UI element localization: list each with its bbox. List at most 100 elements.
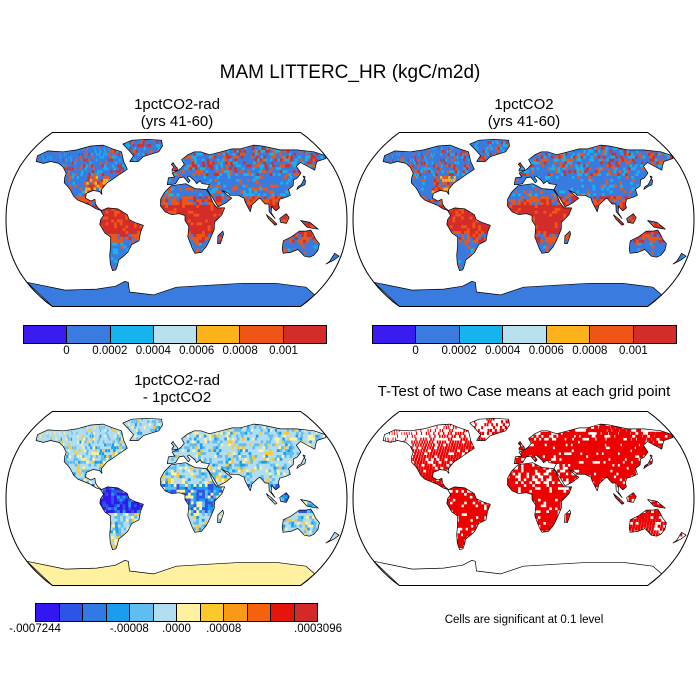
colorbar-swatch [503, 326, 547, 343]
coastline-newguinea [647, 499, 666, 509]
colorbar-tick-label: 0.0002 [441, 345, 477, 357]
colorbar-tick-label: 0.0008 [222, 345, 258, 357]
coastline-sumatra [613, 214, 625, 226]
coastline-sumatra [613, 493, 625, 505]
colorbar-swatch [459, 326, 504, 343]
coastline-borneo [279, 492, 290, 503]
coastline-borneo [626, 213, 637, 224]
colorbar-tick-label: -.00008 [109, 623, 149, 635]
coastline-namerica [382, 144, 475, 212]
coastline-britain [517, 162, 525, 172]
coastline-japan [643, 175, 653, 190]
land-field [26, 418, 340, 586]
map-ttest [352, 411, 695, 586]
coastline-africa [507, 462, 573, 533]
colorbar-swatch [153, 604, 177, 621]
colorbar-tick-label: .0000 [162, 623, 191, 635]
coastline-newguinea [300, 499, 319, 509]
figure-title: MAM LITTERC_HR (kgC/m2d) [219, 62, 481, 83]
colorbar-swatch [294, 604, 317, 621]
colorbar-difference [35, 603, 318, 622]
coastline-namerica [382, 423, 475, 491]
coastline-britain [170, 441, 178, 451]
colorbar-1pctco2 [372, 325, 677, 344]
colorbar-swatch [240, 326, 284, 343]
coastline-newzealand [672, 531, 687, 544]
colorbar-tick-label: 0.001 [269, 345, 298, 357]
map-frame [352, 411, 695, 586]
map-frame [352, 132, 695, 307]
coastline-africa [507, 183, 573, 254]
colorbar-tick-label: .0003096 [294, 623, 342, 635]
coastline-madagascar [564, 230, 571, 245]
coastline-madagascar [217, 230, 224, 245]
land-field [373, 139, 687, 307]
colorbar-tick-label: 0.0004 [485, 345, 521, 357]
colorbar-swatch [197, 326, 241, 343]
land-field [373, 418, 687, 586]
colorbar-swatch [283, 326, 326, 343]
colorbar-swatch [224, 604, 248, 621]
coastline-australia [281, 508, 320, 537]
coastline-greenland [122, 138, 163, 162]
colorbar-swatch [633, 326, 676, 343]
colorbar-swatch [59, 604, 83, 621]
coastline-eurasia [166, 144, 327, 219]
colorbar-1pctco2-rad [23, 325, 327, 344]
colorbar-tick-label: 0.001 [619, 345, 648, 357]
coastline-namerica [35, 144, 128, 212]
coastline-greenland [122, 417, 163, 441]
colorbar-swatch [271, 604, 295, 621]
colorbar-tick-label: 0.0008 [572, 345, 608, 357]
coastline-greenland [469, 138, 510, 162]
coastline-newzealand [672, 252, 687, 265]
coastline-newzealand [325, 531, 340, 544]
coastline-eurasia [513, 144, 674, 219]
coastline-australia [628, 229, 667, 258]
colorbar-tick-label: 0.0006 [528, 345, 564, 357]
coastline-samerica [446, 207, 491, 272]
colorbar-tick-label: 0.0004 [135, 345, 171, 357]
coastline-africa [160, 462, 226, 533]
coastline-africa [160, 183, 226, 254]
coastline-samerica [99, 207, 144, 272]
panel-title-top-right: 1pctCO2 (yrs 41-60) [487, 96, 561, 130]
map-frame [5, 411, 348, 586]
map-difference [5, 411, 348, 586]
colorbar-swatch [247, 604, 271, 621]
significance-note: Cells are significant at 0.1 level [444, 614, 604, 626]
coastline-eurasia [513, 423, 674, 498]
colorbar-swatch [200, 604, 224, 621]
colorbar-swatch [83, 604, 107, 621]
colorbar-swatch [373, 326, 417, 343]
coastline-sumatra [266, 493, 278, 505]
colorbar-1pctco2-ticks: 0 0.0002 0.0004 0.0006 0.0008 0.001 [372, 345, 677, 361]
coastline-borneo [626, 492, 637, 503]
colorbar-swatch [130, 604, 154, 621]
coastline-borneo [279, 213, 290, 224]
colorbar-tick-label: -.0007244 [9, 623, 61, 635]
colorbar-swatch [590, 326, 634, 343]
coastline-australia [628, 508, 667, 537]
coastline-eurasia [166, 423, 327, 498]
colorbar-difference-ticks: -.0007244 -.00008 .0000 .00008 .0003096 [9, 623, 342, 639]
coastline-japan [296, 454, 306, 469]
colorbar-swatch [416, 326, 460, 343]
coastline-japan [643, 454, 653, 469]
map-1pctco2 [352, 132, 695, 307]
coastline-australia [281, 229, 320, 258]
colorbar-tick-label: 0.0002 [92, 345, 128, 357]
panel-title-bottom-left: 1pctCO2-rad - 1pctCO2 [134, 372, 220, 406]
coastline-samerica [99, 486, 144, 551]
colorbar-tick-label: 0.0006 [179, 345, 215, 357]
colorbar-swatch [24, 326, 68, 343]
coastline-newzealand [325, 252, 340, 265]
panel-title-bottom-right: T-Test of two Case means at each grid po… [377, 383, 671, 400]
colorbar-tick-label: .00008 [206, 623, 242, 635]
coastline-madagascar [217, 509, 224, 524]
coastline-britain [170, 162, 178, 172]
coastline-newguinea [647, 220, 666, 230]
colorbar-swatch [546, 326, 591, 343]
colorbar-swatch [153, 326, 198, 343]
panel-title-top-left: 1pctCO2-rad (yrs 41-60) [134, 96, 220, 130]
